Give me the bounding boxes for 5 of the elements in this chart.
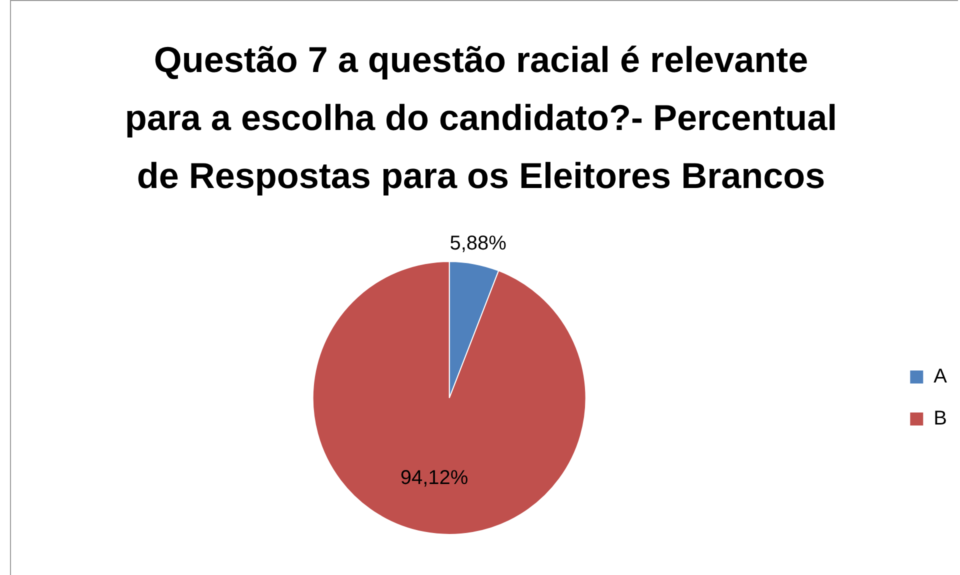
chart-title: Questão 7 a questão racial é relevante para a escolha do candidato?- Percentual de Respostas para os Eleitores Brancos bbox=[124, 38, 838, 198]
data-label: 5,88% bbox=[450, 232, 507, 255]
data-label: 94,12% bbox=[400, 467, 468, 490]
legend-label: B bbox=[934, 408, 948, 430]
legend-label: A bbox=[934, 366, 948, 388]
